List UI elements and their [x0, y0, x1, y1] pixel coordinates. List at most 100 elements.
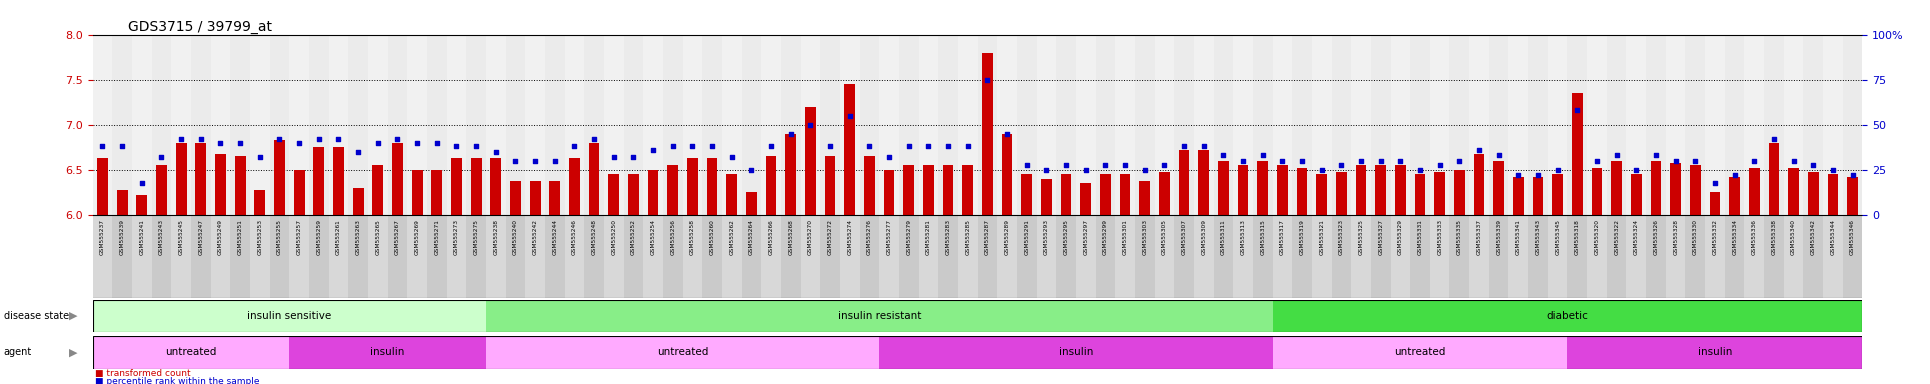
- Point: [344, 149, 374, 155]
- Bar: [1789, 168, 1799, 215]
- Bar: [510, 181, 521, 215]
- Bar: [824, 156, 836, 215]
- Bar: [942, 166, 953, 215]
- Bar: [1040, 179, 1052, 215]
- Text: GSM555313: GSM555313: [1241, 219, 1245, 255]
- Bar: [1567, 215, 1586, 298]
- Bar: [668, 166, 677, 215]
- Bar: [782, 215, 801, 298]
- Point: [834, 113, 865, 119]
- Bar: [1370, 35, 1390, 215]
- Bar: [1571, 93, 1583, 215]
- Text: GSM555299: GSM555299: [1102, 219, 1108, 255]
- Point: [401, 140, 432, 146]
- Bar: [1293, 215, 1312, 298]
- Point: [735, 167, 766, 173]
- Text: GSM555250: GSM555250: [612, 219, 616, 255]
- Bar: [369, 35, 388, 215]
- Point: [1168, 143, 1199, 149]
- Bar: [152, 35, 172, 215]
- Point: [185, 136, 216, 142]
- Point: [1307, 167, 1337, 173]
- Bar: [1612, 161, 1621, 215]
- Bar: [1552, 174, 1563, 215]
- Bar: [1475, 154, 1484, 215]
- Bar: [1627, 35, 1646, 215]
- Bar: [309, 35, 328, 215]
- Bar: [1332, 35, 1351, 215]
- Text: GSM555255: GSM555255: [276, 219, 282, 255]
- Bar: [290, 215, 309, 298]
- Bar: [1390, 35, 1411, 215]
- Point: [853, 143, 884, 149]
- Bar: [722, 215, 741, 298]
- Text: GSM555251: GSM555251: [237, 219, 243, 255]
- Text: GSM555309: GSM555309: [1200, 219, 1206, 255]
- Text: GSM555256: GSM555256: [670, 219, 675, 255]
- Bar: [1100, 174, 1112, 215]
- Bar: [585, 35, 604, 215]
- Bar: [230, 215, 251, 298]
- Bar: [251, 35, 270, 215]
- Bar: [1017, 215, 1036, 298]
- Point: [1031, 167, 1062, 173]
- Point: [1189, 143, 1220, 149]
- Text: GSM555246: GSM555246: [571, 219, 577, 255]
- Point: [1561, 107, 1592, 113]
- Bar: [1824, 215, 1843, 298]
- Bar: [565, 35, 585, 215]
- Point: [1758, 136, 1789, 142]
- Point: [1621, 167, 1652, 173]
- Text: GSM555322: GSM555322: [1613, 219, 1619, 255]
- Bar: [1725, 215, 1745, 298]
- Point: [1365, 158, 1395, 164]
- Point: [1463, 147, 1494, 153]
- Bar: [1411, 35, 1430, 215]
- Point: [382, 136, 413, 142]
- Text: GSM555331: GSM555331: [1417, 219, 1422, 255]
- Bar: [1179, 150, 1189, 215]
- Text: GSM555277: GSM555277: [886, 219, 892, 255]
- Text: ▶: ▶: [69, 347, 77, 358]
- Bar: [683, 215, 703, 298]
- Bar: [1567, 336, 1862, 369]
- Bar: [1272, 336, 1567, 369]
- Point: [1345, 158, 1376, 164]
- Bar: [1062, 174, 1071, 215]
- Bar: [1017, 35, 1036, 215]
- Bar: [1272, 300, 1862, 332]
- Point: [1581, 158, 1612, 164]
- Bar: [353, 188, 363, 215]
- Text: GSM555242: GSM555242: [533, 219, 538, 255]
- Bar: [884, 170, 894, 215]
- Point: [992, 131, 1023, 137]
- Bar: [116, 190, 127, 215]
- Point: [500, 158, 531, 164]
- Bar: [471, 158, 481, 215]
- Text: GSM555319: GSM555319: [1299, 219, 1305, 255]
- Bar: [1411, 215, 1430, 298]
- Text: GSM555301: GSM555301: [1123, 219, 1127, 255]
- Text: GSM555311: GSM555311: [1222, 219, 1226, 255]
- Bar: [290, 336, 486, 369]
- Bar: [1081, 184, 1090, 215]
- Text: GSM555276: GSM555276: [867, 219, 872, 255]
- Point: [697, 143, 728, 149]
- Point: [1700, 179, 1731, 185]
- Bar: [195, 143, 207, 215]
- Bar: [309, 215, 328, 298]
- Bar: [899, 215, 919, 298]
- Bar: [820, 35, 840, 215]
- Text: GSM555239: GSM555239: [120, 219, 125, 255]
- Bar: [1173, 35, 1195, 215]
- Bar: [741, 215, 760, 298]
- Point: [1386, 158, 1417, 164]
- Bar: [1272, 215, 1293, 298]
- Point: [1287, 158, 1318, 164]
- Bar: [998, 35, 1017, 215]
- Text: GSM555263: GSM555263: [355, 219, 361, 255]
- Bar: [467, 215, 486, 298]
- Bar: [1529, 215, 1548, 298]
- Bar: [1253, 35, 1272, 215]
- Bar: [1218, 161, 1229, 215]
